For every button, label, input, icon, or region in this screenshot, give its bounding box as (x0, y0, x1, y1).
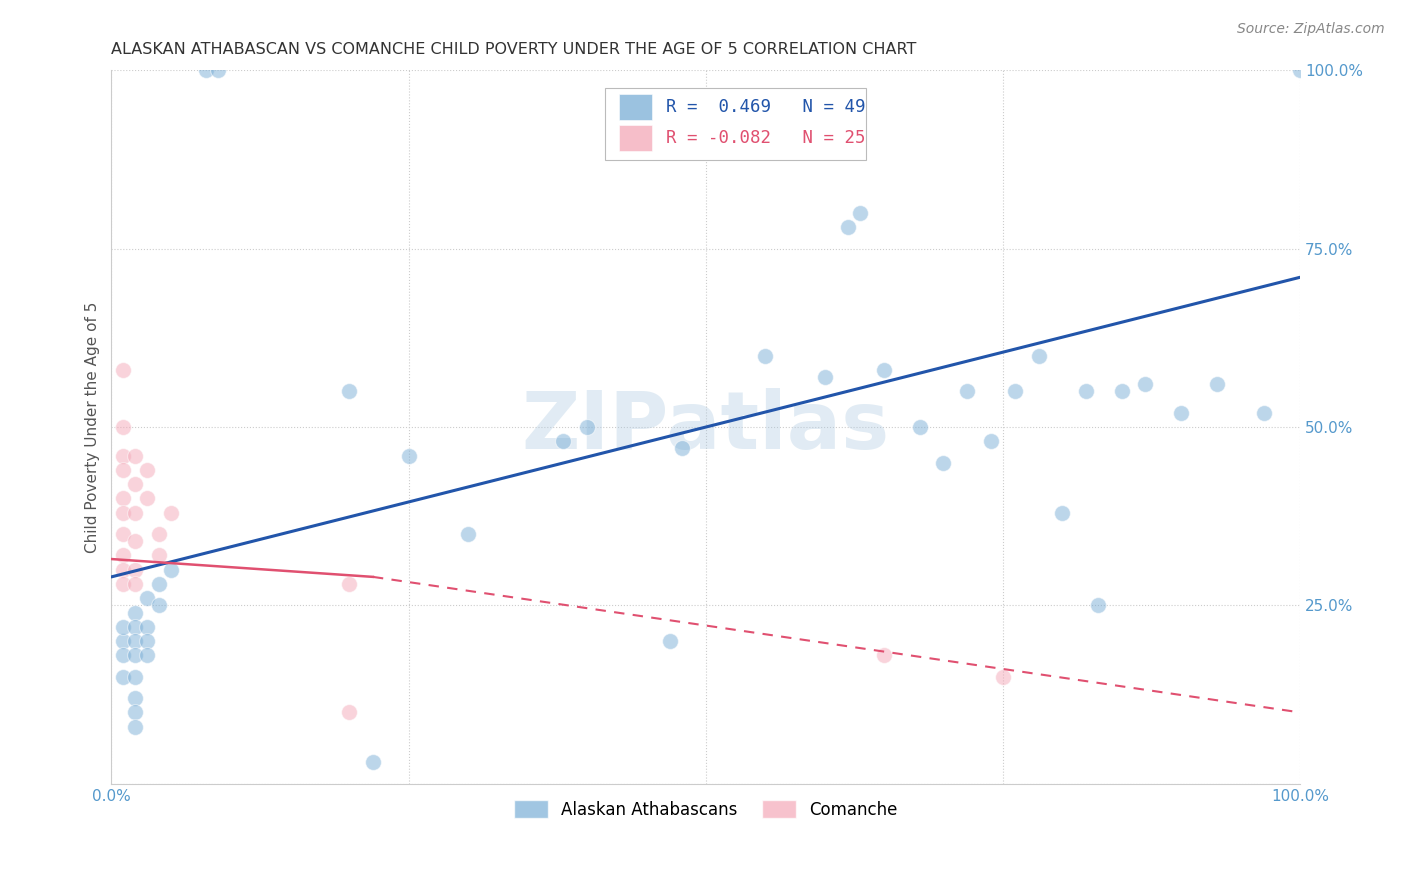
Point (124, 634, 146, 648)
Point (124, 577, 146, 591)
Point (160, 506, 183, 520)
Point (337, 706, 360, 720)
Point (575, 420, 598, 434)
Point (136, 591, 159, 606)
Point (932, 456, 955, 470)
Point (124, 720, 146, 734)
Point (148, 577, 170, 591)
Point (873, 648, 896, 663)
Point (136, 463, 159, 477)
Point (124, 506, 146, 520)
Point (112, 506, 135, 520)
Point (112, 363, 135, 377)
Point (136, 491, 159, 506)
Point (124, 534, 146, 549)
Point (1170, 406, 1192, 420)
Point (1087, 599, 1109, 613)
Point (124, 670, 146, 684)
Point (457, 527, 479, 541)
Point (112, 549, 135, 563)
Text: Source: ZipAtlas.com: Source: ZipAtlas.com (1237, 22, 1385, 37)
Point (1205, 377, 1227, 392)
Point (124, 706, 146, 720)
Point (195, 63, 218, 78)
Point (112, 577, 135, 591)
Point (1135, 377, 1157, 392)
Point (124, 620, 146, 634)
Point (908, 420, 931, 434)
Point (112, 563, 135, 577)
Point (160, 563, 183, 577)
Point (1111, 384, 1133, 399)
Point (124, 606, 146, 620)
Point (112, 670, 135, 684)
Point (148, 549, 170, 563)
Point (112, 449, 135, 463)
Point (1074, 384, 1097, 399)
Point (1253, 406, 1275, 420)
Point (337, 577, 360, 591)
Point (361, 756, 384, 770)
Point (1028, 349, 1050, 363)
Text: R =  0.469   N = 49: R = 0.469 N = 49 (666, 98, 866, 116)
Point (1004, 384, 1026, 399)
Point (136, 620, 159, 634)
Point (112, 648, 135, 663)
Point (956, 384, 979, 399)
Point (112, 491, 135, 506)
Point (980, 434, 1002, 449)
Point (136, 648, 159, 663)
Point (337, 384, 360, 399)
Point (112, 634, 135, 648)
FancyBboxPatch shape (619, 94, 652, 120)
Point (124, 563, 146, 577)
Point (659, 634, 682, 648)
Point (112, 420, 135, 434)
Point (124, 648, 146, 663)
FancyBboxPatch shape (619, 126, 652, 151)
Point (112, 620, 135, 634)
Point (991, 670, 1014, 684)
Legend: Alaskan Athabascans, Comanche: Alaskan Athabascans, Comanche (508, 794, 904, 825)
Point (398, 449, 420, 463)
Point (148, 599, 170, 613)
Point (207, 63, 229, 78)
Point (873, 363, 896, 377)
Point (754, 349, 776, 363)
Text: ZIPatlas: ZIPatlas (522, 388, 890, 467)
Point (671, 442, 693, 456)
FancyBboxPatch shape (605, 88, 866, 160)
Point (551, 434, 574, 449)
Point (124, 477, 146, 491)
Point (837, 220, 859, 235)
Point (1052, 506, 1074, 520)
Y-axis label: Child Poverty Under the Age of 5: Child Poverty Under the Age of 5 (86, 301, 100, 553)
Point (124, 449, 146, 463)
Point (849, 206, 872, 220)
Text: R = -0.082   N = 25: R = -0.082 N = 25 (666, 129, 866, 147)
Point (112, 527, 135, 541)
Point (112, 463, 135, 477)
Point (124, 691, 146, 706)
Text: ALASKAN ATHABASCAN VS COMANCHE CHILD POVERTY UNDER THE AGE OF 5 CORRELATION CHAR: ALASKAN ATHABASCAN VS COMANCHE CHILD POV… (111, 42, 917, 57)
Point (1289, 63, 1312, 78)
Point (148, 527, 170, 541)
Point (813, 370, 835, 384)
Point (136, 634, 159, 648)
